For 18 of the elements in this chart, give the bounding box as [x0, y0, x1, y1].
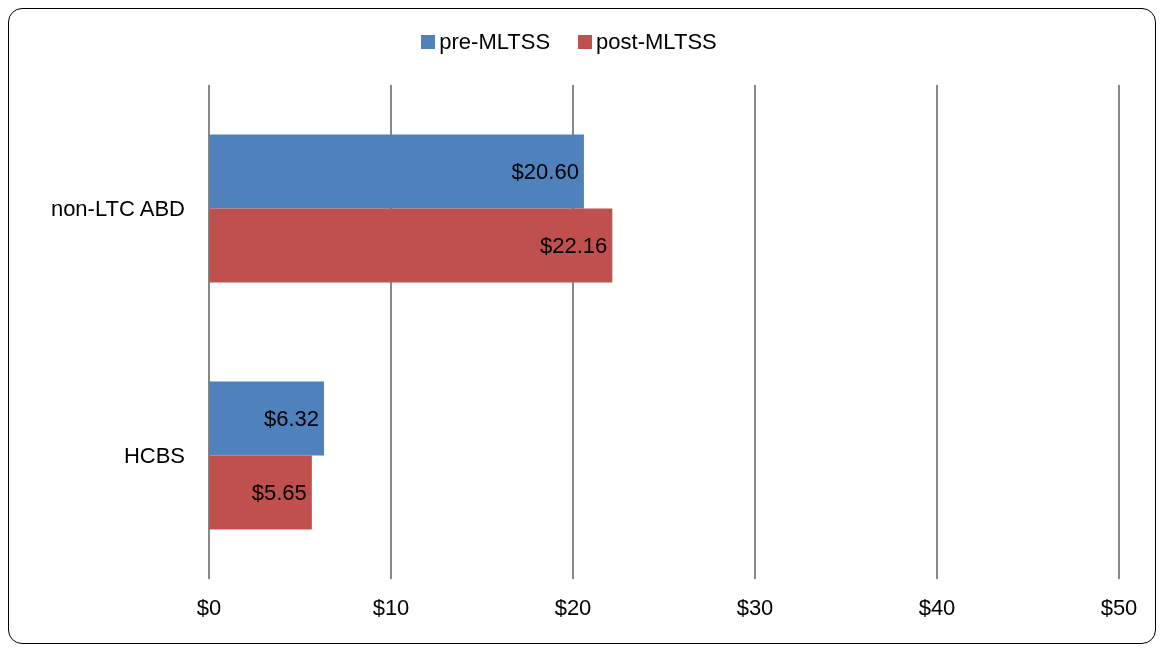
bar: [209, 455, 312, 530]
y-tick-label: non-LTC ABD: [50, 196, 185, 222]
bar: [209, 381, 325, 456]
bar: [209, 208, 613, 283]
data-label: $6.32: [263, 406, 320, 432]
x-tick-label: $20: [554, 594, 592, 620]
x-tick-label: $0: [196, 594, 222, 620]
x-tick-label: $50: [1100, 594, 1138, 620]
legend-label: pre-MLTSS: [439, 29, 551, 55]
data-label: $22.16: [540, 233, 608, 259]
x-tick-label: $40: [918, 594, 956, 620]
legend-label: post-MLTSS: [596, 29, 717, 55]
x-tick-label: $10: [372, 594, 410, 620]
x-tick-label: $30: [736, 594, 774, 620]
data-label: $20.60: [511, 159, 579, 185]
y-tick-label: HCBS: [123, 443, 185, 469]
bar: [209, 134, 584, 209]
data-label: $5.65: [251, 480, 307, 506]
